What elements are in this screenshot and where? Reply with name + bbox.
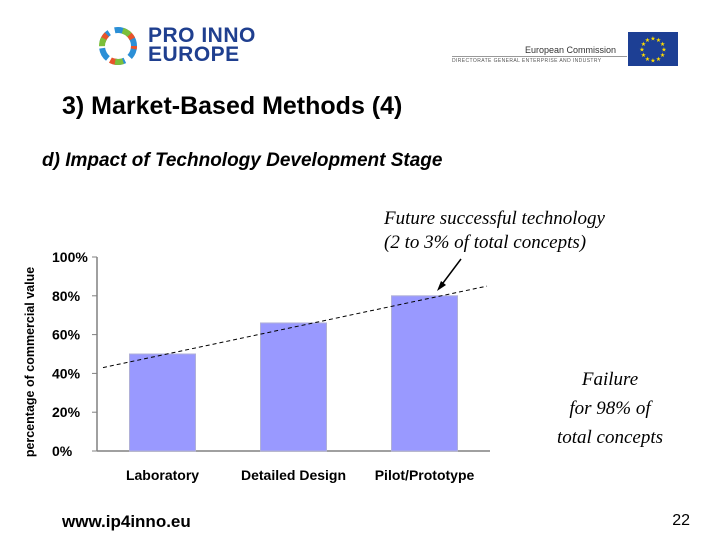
commission-dg: DIRECTORATE GENERAL ENTERPRISE AND INDUS… [452,58,602,64]
x-tick-label: Pilot/Prototype [375,467,475,483]
star-icon: ★ [660,41,665,48]
annotation-future-line1: Future successful technology [384,208,605,229]
y-tick-label: 100% [52,249,88,265]
star-icon: ★ [645,37,650,44]
footer-url[interactable]: www.ip4inno.eu [62,512,191,531]
star-icon: ★ [650,58,655,65]
y-tick-label: 80% [52,288,81,304]
x-tick-label: Laboratory [126,467,199,483]
star-icon: ★ [641,52,646,59]
x-tick-label: Detailed Design [241,467,346,483]
eu-flag-stars-icon: ★ ★★★★★★★★★★★ [639,36,666,65]
bar-pilot-prototype [391,295,458,452]
pro-inno-logo-icon [99,27,137,65]
commission-name: European Commission [525,45,617,55]
annotation-failure-line1: Failure [581,369,639,390]
star-icon: ★ [650,36,655,43]
slide-subtitle: d) Impact of Technology Development Stag… [42,150,443,171]
y-tick-label: 0% [52,443,73,459]
page-number: 22 [672,512,690,529]
plot-area: 0% 20% 40% 60% 80% 100% Laboratory Detailed De… [52,249,490,483]
star-icon: ★ [639,47,644,54]
logo-line2: EUROPE [148,43,240,66]
arrow-icon [437,258,462,291]
bar-detailed-design [260,322,327,452]
star-icon: ★ [656,56,661,63]
y-tick-label: 40% [52,365,81,381]
star-icon: ★ [660,52,665,59]
y-tick-label: 60% [52,327,81,343]
logo-text: PRO INNO EUROPE [148,24,278,66]
slide-title: 3) Market-Based Methods (4) [62,92,403,120]
y-tick-label: 20% [52,404,81,420]
annotation-future-technology: Future successful technology (2 to 3% of… [384,207,605,255]
star-icon: ★ [645,56,650,63]
bar-laboratory [129,353,196,452]
trend-line [102,285,488,369]
annotation-future-line2: (2 to 3% of total concepts) [384,232,587,253]
annotation-failure-line3: total concepts [556,427,664,448]
eu-flag [628,32,678,66]
annotation-failure: Failure for 98% of total concepts [535,365,685,452]
star-icon: ★ [656,37,661,44]
star-icon: ★ [641,41,646,48]
logo-line1: PRO INNO [148,24,256,47]
annotation-failure-line2: for 98% of [569,398,651,419]
divider [452,56,627,57]
star-icon: ★ [661,47,666,54]
